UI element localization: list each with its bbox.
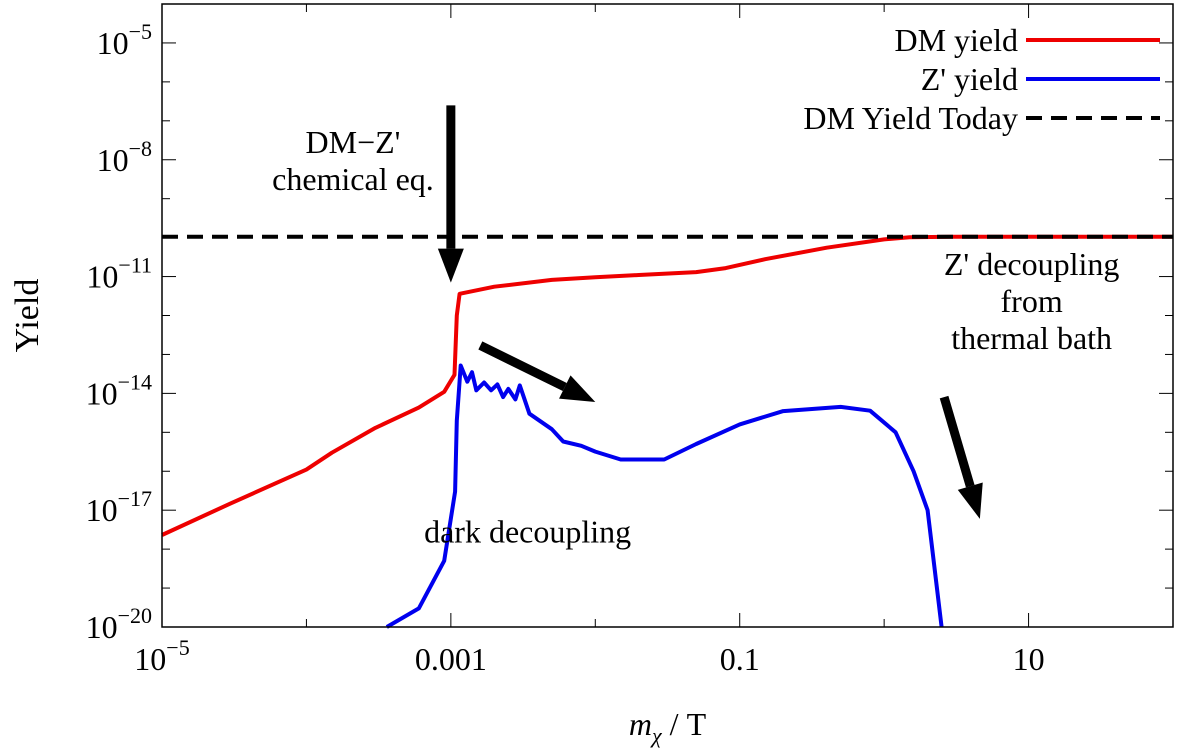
annotation-text: DM−Z' chemical eq. [272,124,434,197]
legend-label-2: DM Yield Today [803,100,1018,136]
y-tick-label: 10−14 [86,369,152,411]
annotation-arrow-head [559,375,596,403]
series-line-1 [385,363,944,629]
annotations: DM−Z' chemical eq. Z' decoupling from therma… [272,105,1119,549]
x-tick-label: 10 [1013,641,1045,677]
series-lines [161,234,1173,629]
x-tick-label: 0.001 [415,641,487,677]
annotation-text: Z' decoupling from thermal bath [944,246,1120,356]
y-tick-label: 10−17 [86,486,152,528]
y-tick-label: 10−11 [86,253,152,295]
x-tick-label: 0.1 [720,641,760,677]
annotation-arrow-head [437,248,464,283]
annotation-arrow-shaft [478,341,567,392]
y-tick-label: 10−20 [86,603,152,645]
series-line-0 [161,234,1173,537]
y-axis-label: Yield [9,279,46,353]
annotation-text: dark decoupling [424,513,631,549]
x-tick-label: 10−5 [134,635,189,677]
annotation-arrow-shaft [939,395,975,488]
legend-label-1: Z' yield [921,61,1018,97]
tick-labels: 10−5 0.001 0.1 10 10−5 10−8 10−11 10−14 10−17 10−… [86,19,1045,677]
plot-frame [161,3,1174,628]
legend-label-0: DM yield [894,22,1018,58]
annotation-arrow-head [957,482,983,519]
y-tick-label: 10−5 [97,19,152,61]
y-tick-label: 10−8 [97,136,152,178]
x-axis-label: mχ / T [629,706,707,748]
